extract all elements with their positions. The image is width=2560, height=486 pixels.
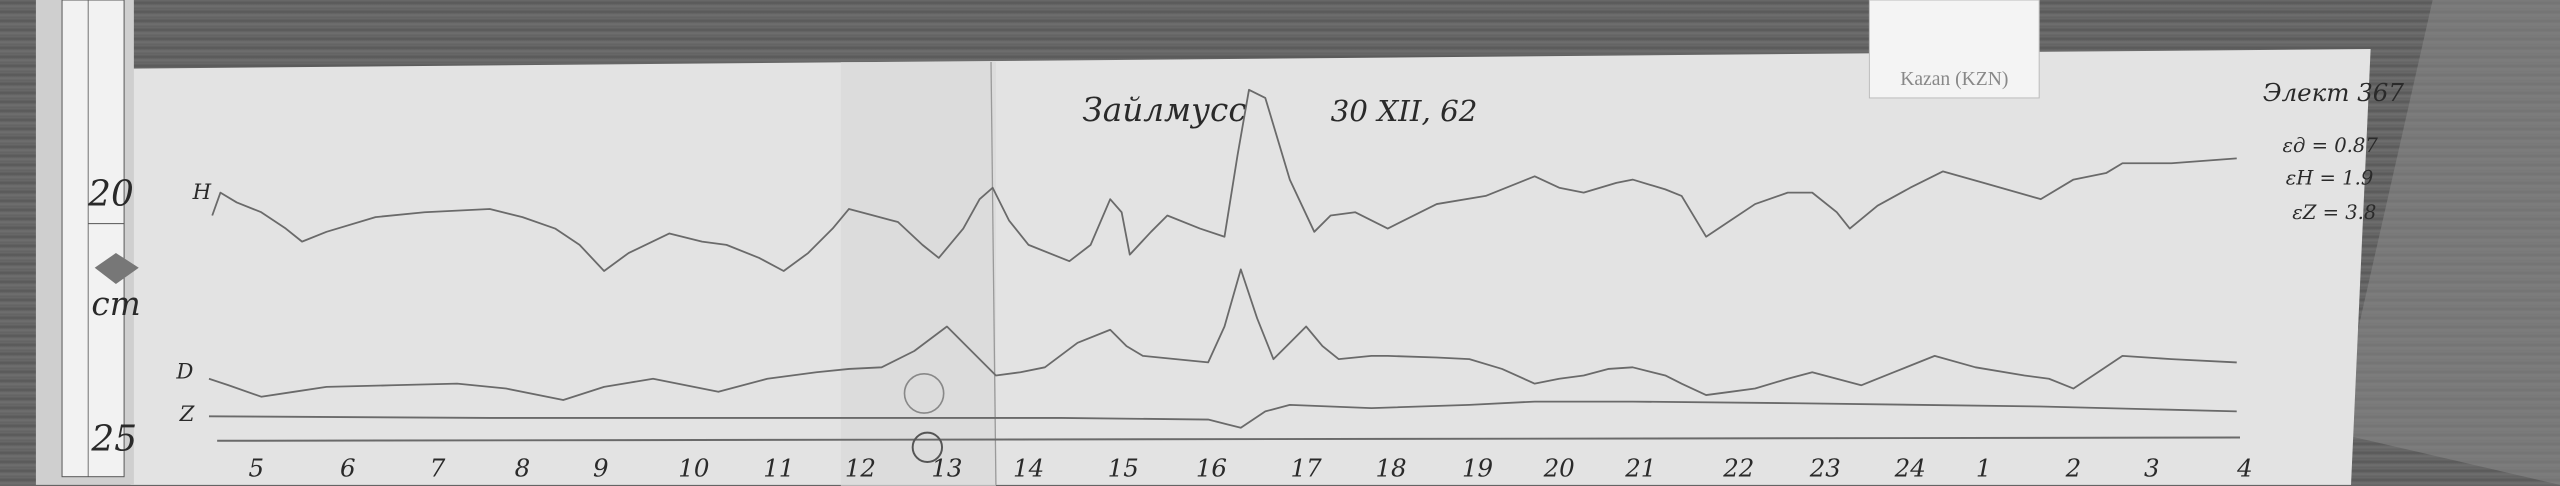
hour-label: 22 <box>1722 454 1754 483</box>
hour-label: 2 <box>2065 454 2082 483</box>
hour-label: 9 <box>593 454 609 483</box>
hour-label: 18 <box>1375 454 1406 483</box>
hour-label: 5 <box>249 454 265 483</box>
record-date: 30 XII, 62 <box>1331 94 1478 128</box>
record-title: Зайлмусс <box>1082 91 1246 129</box>
d-trace <box>208 268 2237 401</box>
trace-label-d: D <box>175 360 193 385</box>
hour-label: 14 <box>1013 454 1044 483</box>
scale-value-d: εд = 0.87 <box>2282 134 2378 157</box>
tape-strip <box>840 62 996 486</box>
ruler-mark-25: 25 <box>90 419 137 460</box>
fold-line <box>990 62 997 485</box>
pin-mark-circle <box>911 431 944 463</box>
hour-label: 21 <box>1624 454 1656 483</box>
hour-label: 15 <box>1108 454 1139 483</box>
record-number: Элект 367 <box>2263 78 2405 107</box>
hour-label: 20 <box>1543 454 1575 483</box>
hour-label: 11 <box>763 454 794 483</box>
pin-mark-circle <box>903 373 945 414</box>
hour-label: 23 <box>1809 454 1841 483</box>
ruler-mark-20: 20 <box>87 174 134 215</box>
glass-plate <box>2334 0 2560 485</box>
trace-label-z: Z <box>179 402 196 427</box>
hour-label: 24 <box>1894 454 1926 483</box>
station-card: Kazan (KZN) <box>1868 0 2040 99</box>
hour-label: 16 <box>1196 454 1227 483</box>
scale-value-z: εZ = 3.8 <box>2292 201 2376 224</box>
station-label: Kazan (KZN) <box>1900 69 2008 90</box>
hour-label: 8 <box>515 454 531 483</box>
hour-label: 7 <box>430 454 446 483</box>
ruler-logo-icon <box>94 253 139 285</box>
ruler: 20 cm 25 <box>35 0 141 485</box>
hour-label: 17 <box>1291 454 1323 483</box>
hour-label: 13 <box>931 454 962 483</box>
hour-labels: 5 6 7 8 9 10 11 12 13 14 15 16 17 18 19 20 21 22 23 24 1 2 3 4 <box>249 454 2253 483</box>
h-trace <box>211 88 2237 272</box>
hour-label: 4 <box>2236 454 2253 483</box>
scale-value-h: εH = 1.9 <box>2286 166 2374 189</box>
hour-label: 12 <box>845 454 876 483</box>
trace-label-h: H <box>192 180 212 205</box>
z-trace <box>208 400 2237 429</box>
time-baseline <box>217 436 2241 442</box>
paper-sheet <box>130 48 2371 485</box>
ruler-unit: cm <box>91 285 140 323</box>
hour-label: 6 <box>340 454 356 483</box>
hour-label: 19 <box>1462 454 1493 483</box>
hour-label: 3 <box>2144 454 2160 483</box>
hour-label: 10 <box>678 454 709 483</box>
hour-label: 1 <box>1976 454 1992 483</box>
